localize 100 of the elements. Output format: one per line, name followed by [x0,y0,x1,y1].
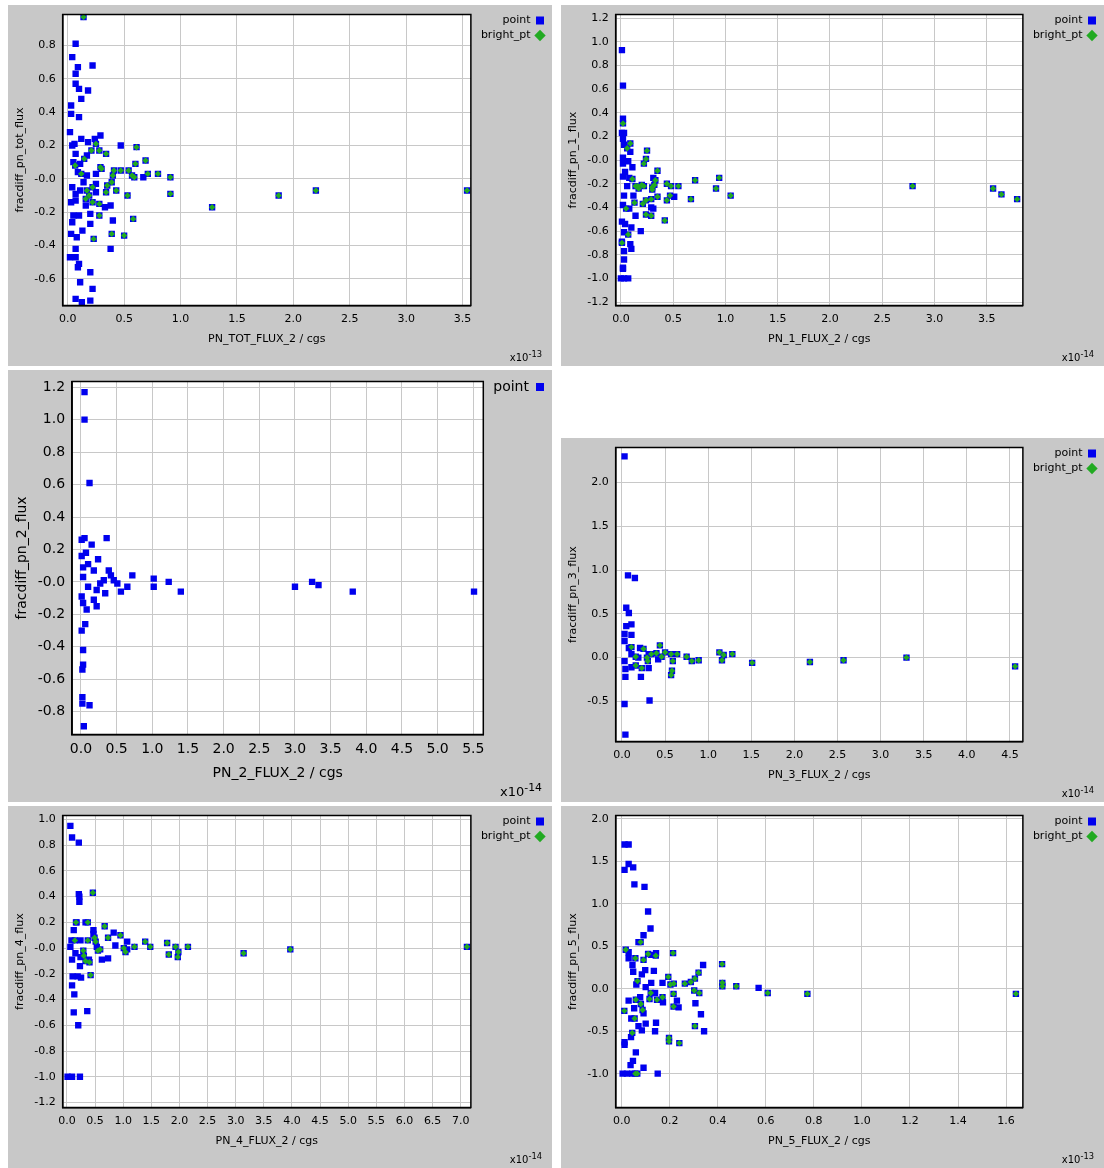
legend-label: point [502,13,532,27]
y-tick-label: -0.4 [37,637,66,654]
y-tick-label: 0.4 [38,889,56,903]
x-tick-label: 2.5 [873,312,892,326]
x-tick-label: 3.5 [914,748,933,762]
y-tick-label: 0.0 [591,650,609,664]
legend-label: bright_pt [480,28,532,42]
y-tick-label: -1.0 [587,1066,609,1080]
x-tick-label: 2.5 [248,740,271,757]
x-tick-label: 1.0 [114,1114,132,1128]
x-tick-label: 3.5 [255,1114,273,1128]
x-axis-title: PN_4_FLUX_2 / cgs [215,1134,319,1148]
y-tick-label: -0.5 [587,694,609,708]
legend-label: bright_pt [480,829,532,843]
y-tick-label: -0.2 [37,604,66,621]
x-tick-label: 4.5 [311,1114,329,1128]
text: x10$^{-14}$ [509,1150,542,1165]
y-tick-label: 1.5 [591,854,609,868]
y-tick-label: 1.0 [591,562,609,576]
x-tick-label: 1.0 [716,312,735,326]
text: x10$^{-14}$ [500,780,542,799]
x-tick-label: 0.6 [757,1114,775,1128]
y-tick-label: -0.2 [34,205,56,219]
y-tick-label: 0.2 [42,540,66,557]
legend-label: bright_pt [1032,829,1084,843]
y-tick-label: 0.2 [591,129,609,143]
x-tick-label: 1.5 [768,312,787,326]
y-tick-label: -0.8 [34,1043,56,1057]
x-tick-label: 0.0 [58,312,77,326]
x-tick-label: 0.5 [105,740,128,757]
x-tick-label: 0.5 [86,1114,104,1128]
y-tick-label: -0.4 [34,238,56,252]
y-tick-label: -0.0 [37,572,66,589]
x-tick-label: 1.5 [142,1114,161,1128]
y-tick-label: 1.0 [38,812,56,826]
y-tick-label: -1.0 [34,1069,56,1083]
x-tick-label: 1.5 [228,312,246,326]
y-axis-title: fracdiff_pn_1_flux [566,111,580,209]
x-tick-label: 1.0 [171,312,190,326]
y-tick-label: 0.6 [38,71,56,85]
y-tick-label: -0.6 [34,1018,56,1032]
y-tick-label: -0.0 [587,152,609,166]
y-tick-label: 0.6 [38,863,56,877]
x-axis-title: PN_5_FLUX_2 / cgs [768,1134,871,1148]
y-tick-label: 1.0 [42,410,66,427]
x-tick-label: 3.5 [319,740,342,757]
x-tick-label: 4.0 [958,748,976,762]
y-tick-label: 2.0 [591,475,609,489]
y-tick-label: 1.2 [42,377,66,394]
x-tick-label: 7.0 [452,1114,470,1128]
x-axis-title: PN_TOT_FLUX_2 / cgs [208,332,326,346]
legend-label: point [1054,446,1084,460]
y-tick-label: -0.0 [34,940,56,954]
x-tick-label: 4.0 [355,740,378,757]
x-tick-label: 0.0 [613,748,631,762]
x-tick-label: 1.0 [141,740,164,757]
y-tick-label: 0.8 [38,38,56,52]
x-tick-label: 6.0 [395,1114,414,1128]
y-tick-label: 1.0 [591,34,609,48]
y-tick-label: -0.6 [37,669,66,686]
x-tick-label: 0.0 [612,312,630,326]
text: x10$^{-14}$ [1061,784,1094,799]
x-tick-label: 5.5 [367,1114,386,1128]
x-tick-label: 1.5 [742,748,761,762]
legend-label: point [1054,13,1084,27]
x-tick-label: 2.5 [198,1114,217,1128]
x-tick-label: 0.2 [660,1114,679,1128]
x-tick-label: 2.5 [340,312,359,326]
y-tick-label: -0.0 [34,171,56,185]
x-tick-label: 2.5 [828,748,847,762]
y-tick-label: 0.6 [591,81,609,95]
y-tick-label: 2.0 [591,811,609,825]
y-axis-title: fracdiff_pn_2_flux [13,496,30,620]
x-tick-label: 1.0 [699,748,717,762]
y-tick-label: 0.8 [42,442,66,459]
y-tick-label: -1.2 [34,1095,56,1109]
x-tick-label: 0.0 [69,740,93,757]
x-tick-label: 1.4 [949,1114,967,1128]
x-tick-label: 4.5 [390,740,414,757]
x-tick-label: 1.0 [853,1114,871,1128]
y-tick-label: -0.2 [34,966,56,980]
legend-label: point [1054,814,1084,828]
x-tick-label: 4.0 [283,1114,301,1128]
x-tick-label: 5.0 [339,1114,357,1128]
x-tick-label: 3.0 [397,312,415,326]
x-tick-label: 6.5 [423,1114,442,1128]
x-tick-label: 0.8 [805,1114,823,1128]
x-tick-label: 3.0 [227,1114,245,1128]
x-tick-label: 3.5 [978,312,996,326]
y-axis-title: fracdiff_pn_3_flux [566,545,580,643]
x-tick-label: 2.0 [170,1114,189,1128]
y-tick-label: -0.8 [37,702,66,719]
text: x10$^{-14}$ [1061,348,1094,363]
y-tick-label: -0.4 [587,200,609,214]
y-tick-label: 1.5 [591,519,609,533]
y-tick-label: 0.8 [38,838,56,852]
y-tick-label: -0.6 [587,223,609,237]
x-tick-label: 4.5 [1001,748,1019,762]
y-tick-label: 0.6 [42,475,66,492]
y-tick-label: 0.8 [591,58,609,72]
